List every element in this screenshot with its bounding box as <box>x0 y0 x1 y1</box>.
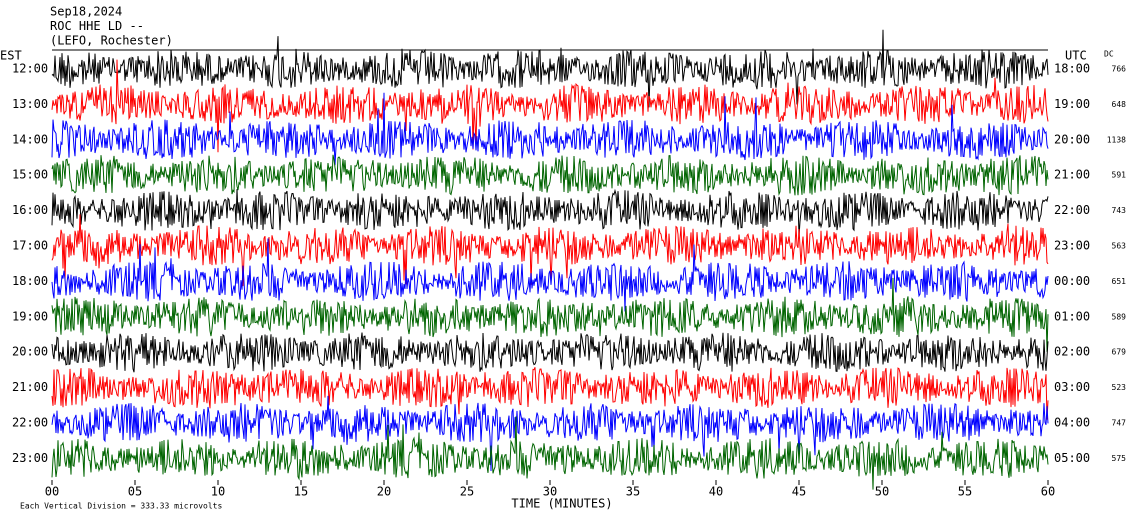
x-axis-label: TIME (MINUTES) <box>511 497 612 511</box>
dc-value: 575 <box>1112 454 1127 463</box>
trace <box>51 277 1049 352</box>
est-label: 13:00 <box>12 97 48 111</box>
est-label: 18:00 <box>12 274 48 288</box>
utc-label: 01:00 <box>1054 309 1090 323</box>
est-label: 14:00 <box>12 132 48 146</box>
dc-value: 589 <box>1112 312 1127 321</box>
dc-value: 591 <box>1112 171 1127 180</box>
x-tick-label: 50 <box>875 485 889 499</box>
utc-label: 20:00 <box>1054 132 1090 146</box>
est-label: 12:00 <box>12 62 48 76</box>
dc-value: 679 <box>1112 348 1127 357</box>
x-tick-label: 60 <box>1041 485 1055 499</box>
dc-label: DC <box>1104 50 1114 59</box>
trace <box>51 92 1049 166</box>
footnote: Each Vertical Division = 333.33 microvol… <box>20 502 222 511</box>
header-line: Sep18,2024 <box>50 5 122 19</box>
est-label: 17:00 <box>12 239 48 253</box>
est-label: 22:00 <box>12 416 48 430</box>
x-tick-label: 40 <box>709 485 723 499</box>
trace <box>51 59 1049 153</box>
utc-label: 02:00 <box>1054 345 1090 359</box>
header-line: ROC HHE LD -- <box>50 19 144 33</box>
dc-value: 563 <box>1112 242 1127 251</box>
utc-label: 04:00 <box>1054 416 1090 430</box>
x-tick-label: 20 <box>377 485 391 499</box>
est-label: 15:00 <box>12 168 48 182</box>
x-tick-label: 00 <box>45 485 59 499</box>
dc-value: 648 <box>1112 100 1127 109</box>
dc-value: 523 <box>1112 383 1127 392</box>
dc-value: 766 <box>1112 65 1127 74</box>
est-label: 20:00 <box>12 345 48 359</box>
dc-value: 1138 <box>1107 135 1126 144</box>
est-label: 16:00 <box>12 203 48 217</box>
utc-label: 00:00 <box>1054 274 1090 288</box>
trace <box>51 395 1049 472</box>
utc-label: 23:00 <box>1054 239 1090 253</box>
dc-value: 651 <box>1112 277 1127 286</box>
x-tick-label: 45 <box>792 485 806 499</box>
trace <box>51 154 1049 196</box>
x-tick-label: 25 <box>460 485 474 499</box>
right-axis-label: UTC <box>1065 49 1087 63</box>
utc-label: 03:00 <box>1054 380 1090 394</box>
x-tick-label: 55 <box>958 485 972 499</box>
x-tick-label: 15 <box>294 485 308 499</box>
left-axis-label: EST <box>0 49 22 63</box>
utc-label: 05:00 <box>1054 451 1090 465</box>
trace <box>51 332 1049 373</box>
trace <box>51 214 1049 287</box>
dc-value: 743 <box>1112 206 1127 215</box>
est-label: 23:00 <box>12 451 48 465</box>
trace <box>51 367 1049 420</box>
x-tick-label: 35 <box>626 485 640 499</box>
trace <box>51 188 1049 237</box>
est-label: 21:00 <box>12 380 48 394</box>
x-tick-label: 05 <box>128 485 142 499</box>
est-label: 19:00 <box>12 309 48 323</box>
utc-label: 21:00 <box>1054 168 1090 182</box>
x-tick-label: 10 <box>211 485 225 499</box>
trace <box>51 238 1049 312</box>
utc-label: 18:00 <box>1054 62 1090 76</box>
header-line: (LEFO, Rochester) <box>50 34 173 48</box>
utc-label: 19:00 <box>1054 97 1090 111</box>
dc-value: 747 <box>1112 419 1127 428</box>
trace <box>51 29 1049 108</box>
x-tick-label: 30 <box>543 485 557 499</box>
utc-label: 22:00 <box>1054 203 1090 217</box>
trace <box>51 416 1049 490</box>
